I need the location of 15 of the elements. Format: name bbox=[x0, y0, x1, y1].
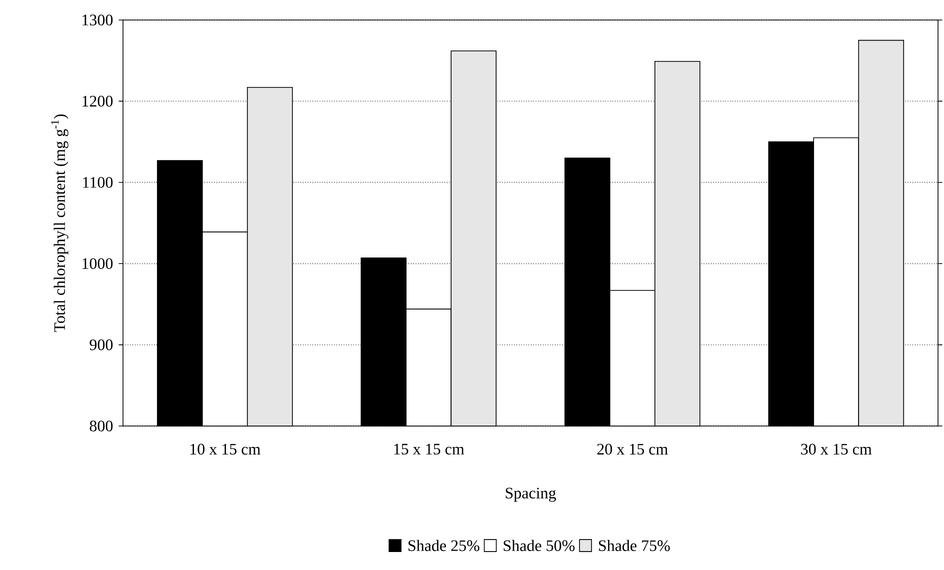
y-axis-title: Total chlorophyll content (mg g$^{-1}$) bbox=[51, 114, 68, 332]
x-tick-label: 20 x 15 cm bbox=[597, 444, 668, 455]
y-tick-label: 1100 bbox=[83, 177, 113, 188]
legend-label: Shade 50% bbox=[504, 540, 575, 552]
x-tick-label: 10 x 15 cm bbox=[190, 444, 260, 455]
x-axis-title: Spacing bbox=[506, 488, 556, 502]
legend-label: Shade 75% bbox=[598, 540, 670, 552]
y-tick-label: 1300 bbox=[82, 14, 113, 26]
x-tick-label: 30 x 15 cm bbox=[801, 444, 872, 455]
y-tick-label: 900 bbox=[90, 339, 113, 350]
legend-label: Shade 25% bbox=[408, 540, 480, 552]
y-tick-label: 1000 bbox=[82, 258, 113, 269]
x-tick-label: 15 x 15 cm bbox=[394, 444, 464, 455]
y-tick-label: 1200 bbox=[82, 96, 113, 107]
y-tick-label: 800 bbox=[90, 420, 113, 432]
